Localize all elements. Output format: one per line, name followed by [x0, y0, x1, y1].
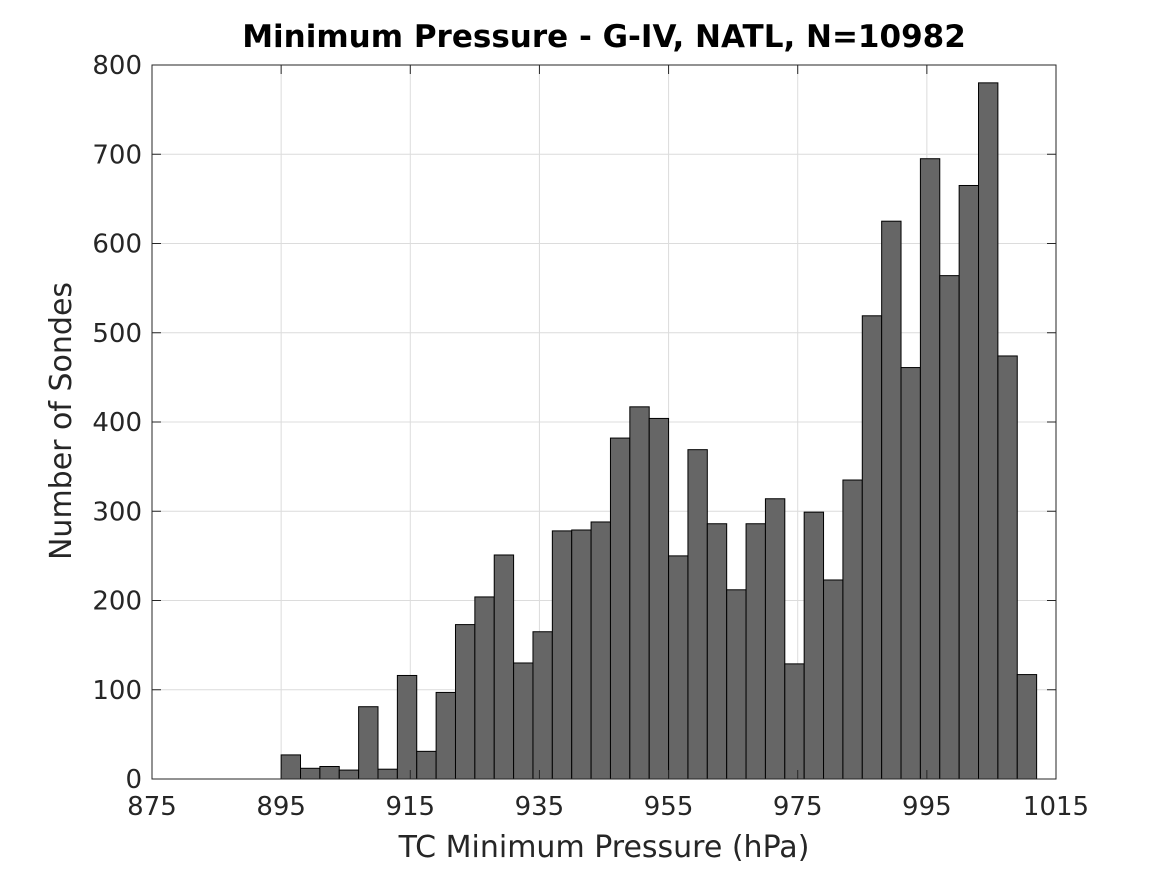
- x-tick-label: 1015: [1023, 792, 1089, 822]
- y-tick-label: 700: [92, 140, 142, 170]
- histogram-bar: [727, 590, 746, 779]
- histogram-bar: [824, 580, 843, 779]
- histogram-bar: [610, 438, 629, 779]
- histogram-bar: [843, 480, 862, 779]
- x-tick-label: 955: [644, 792, 694, 822]
- histogram-bar: [397, 675, 416, 779]
- histogram-bar: [591, 522, 610, 779]
- histogram-bar: [882, 221, 901, 779]
- histogram-bar: [959, 185, 978, 779]
- y-tick-label: 100: [92, 676, 142, 706]
- x-tick-label: 895: [256, 792, 306, 822]
- histogram-bar: [862, 316, 881, 779]
- y-tick-label: 800: [92, 51, 142, 81]
- histogram-bar: [940, 276, 959, 779]
- histogram-bar: [455, 625, 474, 779]
- x-tick-label: 915: [385, 792, 435, 822]
- histogram-bar: [533, 632, 552, 779]
- histogram-bar: [301, 768, 320, 779]
- histogram-bar: [552, 531, 571, 779]
- histogram-bar: [785, 664, 804, 779]
- x-tick-labels: 875 895 915 935 955 975 995 1015: [127, 792, 1089, 822]
- histogram-bar: [359, 707, 378, 779]
- histogram-bar: [920, 159, 939, 779]
- y-tick-label: 400: [92, 408, 142, 438]
- chart-title: Minimum Pressure - G-IV, NATL, N=10982: [242, 19, 966, 55]
- histogram-bar: [494, 555, 513, 779]
- y-tick-label: 0: [125, 765, 142, 795]
- y-tick-label: 500: [92, 319, 142, 349]
- x-tick-label: 995: [902, 792, 952, 822]
- histogram-bars: [281, 83, 1036, 779]
- histogram-bar: [378, 769, 397, 779]
- histogram-bar: [979, 83, 998, 779]
- histogram-bar: [514, 663, 533, 779]
- histogram-bar: [339, 770, 358, 779]
- histogram-bar: [998, 356, 1017, 779]
- histogram-bar: [417, 751, 436, 779]
- x-tick-label: 875: [127, 792, 177, 822]
- histogram-bar: [281, 755, 300, 779]
- histogram-bar: [436, 692, 455, 779]
- x-tick-label: 975: [773, 792, 823, 822]
- histogram-bar: [765, 499, 784, 779]
- histogram-bar: [901, 368, 920, 779]
- histogram-bar: [804, 512, 823, 779]
- histogram-bar: [746, 524, 765, 779]
- histogram-bar: [688, 450, 707, 779]
- y-tick-labels: 0 100 200 300 400 500 600 700 800: [92, 51, 142, 795]
- histogram-bar: [320, 767, 339, 779]
- y-tick-label: 300: [92, 497, 142, 527]
- histogram-bar: [669, 556, 688, 779]
- histogram-bar: [1017, 675, 1036, 779]
- histogram-bar: [475, 597, 494, 779]
- histogram-bar: [649, 418, 668, 779]
- y-tick-label: 600: [92, 230, 142, 260]
- histogram-bar: [572, 530, 591, 779]
- x-axis-label: TC Minimum Pressure (hPa): [398, 830, 810, 865]
- histogram-bar: [707, 524, 726, 779]
- x-tick-label: 935: [515, 792, 565, 822]
- y-tick-label: 200: [92, 587, 142, 617]
- y-axis-label: Number of Sondes: [44, 282, 79, 560]
- histogram-bar: [630, 407, 649, 779]
